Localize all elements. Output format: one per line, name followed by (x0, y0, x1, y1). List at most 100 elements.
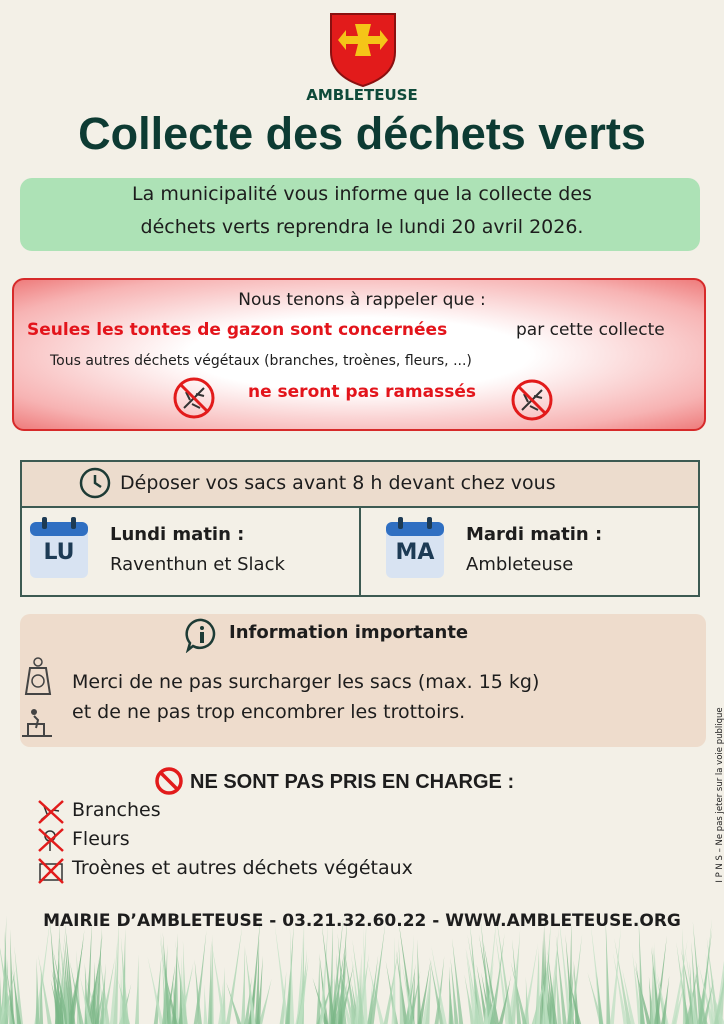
grass-blade (555, 935, 567, 1024)
grass-blade (609, 927, 621, 1024)
weight-icons (22, 657, 52, 737)
clock-icon (79, 467, 111, 499)
reminder-warning: ne seront pas ramassés (247, 382, 476, 402)
reminder-highlight: Seules les tontes de gazon sont concerné… (27, 320, 448, 340)
info-line: et de ne pas trop encombrer les trottoir… (72, 701, 466, 723)
grass-blade (248, 970, 256, 1024)
grass-blade (207, 940, 212, 1024)
grass-blade (113, 919, 119, 1024)
info-heading: Information importante (229, 622, 469, 643)
grass-blade (383, 947, 399, 1024)
grass-blade (3, 954, 8, 1024)
grass-blade (541, 977, 550, 1024)
schedule-heading: Déposer vos sacs avant 8 h devant chez v… (120, 472, 556, 494)
grass-blade (244, 976, 252, 1024)
no-branch-icon (173, 377, 215, 419)
grass-blade (425, 959, 432, 1024)
grass-blade (171, 933, 178, 1024)
grass-blade (650, 945, 655, 1024)
grass-blade (226, 982, 242, 1024)
grass-blade (708, 983, 724, 1024)
grass-blade (635, 959, 646, 1024)
info-line: Merci de ne pas surcharger les sacs (max… (72, 671, 540, 693)
grass-blade (166, 966, 172, 1024)
grass-blade (525, 976, 530, 1024)
grass-blade (464, 974, 475, 1024)
reminder-others: Tous autres déchets végétaux (branches, … (50, 353, 472, 369)
grass-blade (64, 922, 76, 1024)
title: Collecte des déchets verts (78, 108, 646, 159)
grass-blade (240, 945, 245, 1024)
day-badge: MA (395, 540, 435, 565)
grass-blade (694, 971, 708, 1024)
schedule-divider (359, 508, 361, 596)
grass-blade (398, 938, 404, 1024)
grass-blade (465, 947, 478, 1024)
grass-blade (451, 938, 464, 1024)
town-name: AMBLETEUSE (306, 86, 418, 104)
grass (0, 914, 724, 1024)
grass-blade (691, 941, 699, 1024)
grass-blade (122, 949, 127, 1024)
grass-blade (651, 946, 661, 1024)
grass-blade (0, 969, 6, 1024)
grass-blade (339, 964, 356, 1024)
grass-blade (713, 979, 724, 1024)
grass-blade (316, 957, 321, 1024)
grass-blade (450, 958, 459, 1024)
grass-blade (256, 955, 263, 1024)
grass-blade (100, 958, 110, 1024)
grass-blade (480, 918, 493, 1024)
grass-blade (175, 940, 188, 1024)
grass-blade (203, 983, 208, 1024)
excluded-item: Fleurs (72, 828, 130, 850)
grass-blade (547, 949, 558, 1024)
calendar-icon (386, 517, 444, 578)
grass-blade (496, 915, 513, 1024)
day-label: Lundi matin : (110, 524, 245, 545)
grass-blade (0, 915, 7, 1024)
grass-blade (296, 936, 303, 1024)
grass-blade (467, 934, 485, 1024)
grass-blade (38, 954, 52, 1024)
grass-blade (286, 965, 291, 1024)
coat-of-arms (330, 13, 396, 88)
excluded-icons (38, 800, 64, 884)
grass-blade (35, 958, 40, 1024)
grass-blade (178, 973, 183, 1024)
grass-blade (85, 921, 92, 1024)
grass-blade (165, 972, 178, 1024)
grass-blade (596, 971, 604, 1024)
reminder-box (12, 278, 706, 431)
excluded-item: Branches (72, 799, 161, 821)
grass-blade (349, 979, 356, 1024)
grass-blade (12, 969, 22, 1024)
grass-blade (429, 957, 444, 1024)
no-branch-icon (511, 379, 553, 421)
grass-blade (634, 965, 651, 1024)
grass-blade (660, 975, 670, 1024)
grass-blade (209, 934, 214, 1024)
side-note: I P N S – Ne pas jeter sur la voie publi… (715, 707, 724, 883)
grass-blade (417, 939, 422, 1024)
reminder-intro: Nous tenons à rappeler que : (238, 290, 486, 310)
day-places: Ambleteuse (466, 554, 574, 575)
grass-blade (558, 914, 573, 1024)
grass-blade (682, 983, 690, 1024)
grass-blade (698, 965, 715, 1024)
grass-blade (590, 924, 604, 1024)
grass-blade (162, 944, 168, 1024)
grass-blade (194, 959, 202, 1024)
grass-blade (622, 968, 635, 1024)
grass-blade (134, 954, 139, 1024)
grass-blade (52, 949, 70, 1024)
grass-blade (359, 920, 367, 1024)
grass-blade (211, 940, 227, 1024)
day-badge: LU (43, 540, 75, 565)
grass-blade (494, 930, 510, 1024)
grass-blade (254, 937, 260, 1024)
grass-blade (99, 963, 106, 1024)
grass-blade (638, 917, 645, 1024)
